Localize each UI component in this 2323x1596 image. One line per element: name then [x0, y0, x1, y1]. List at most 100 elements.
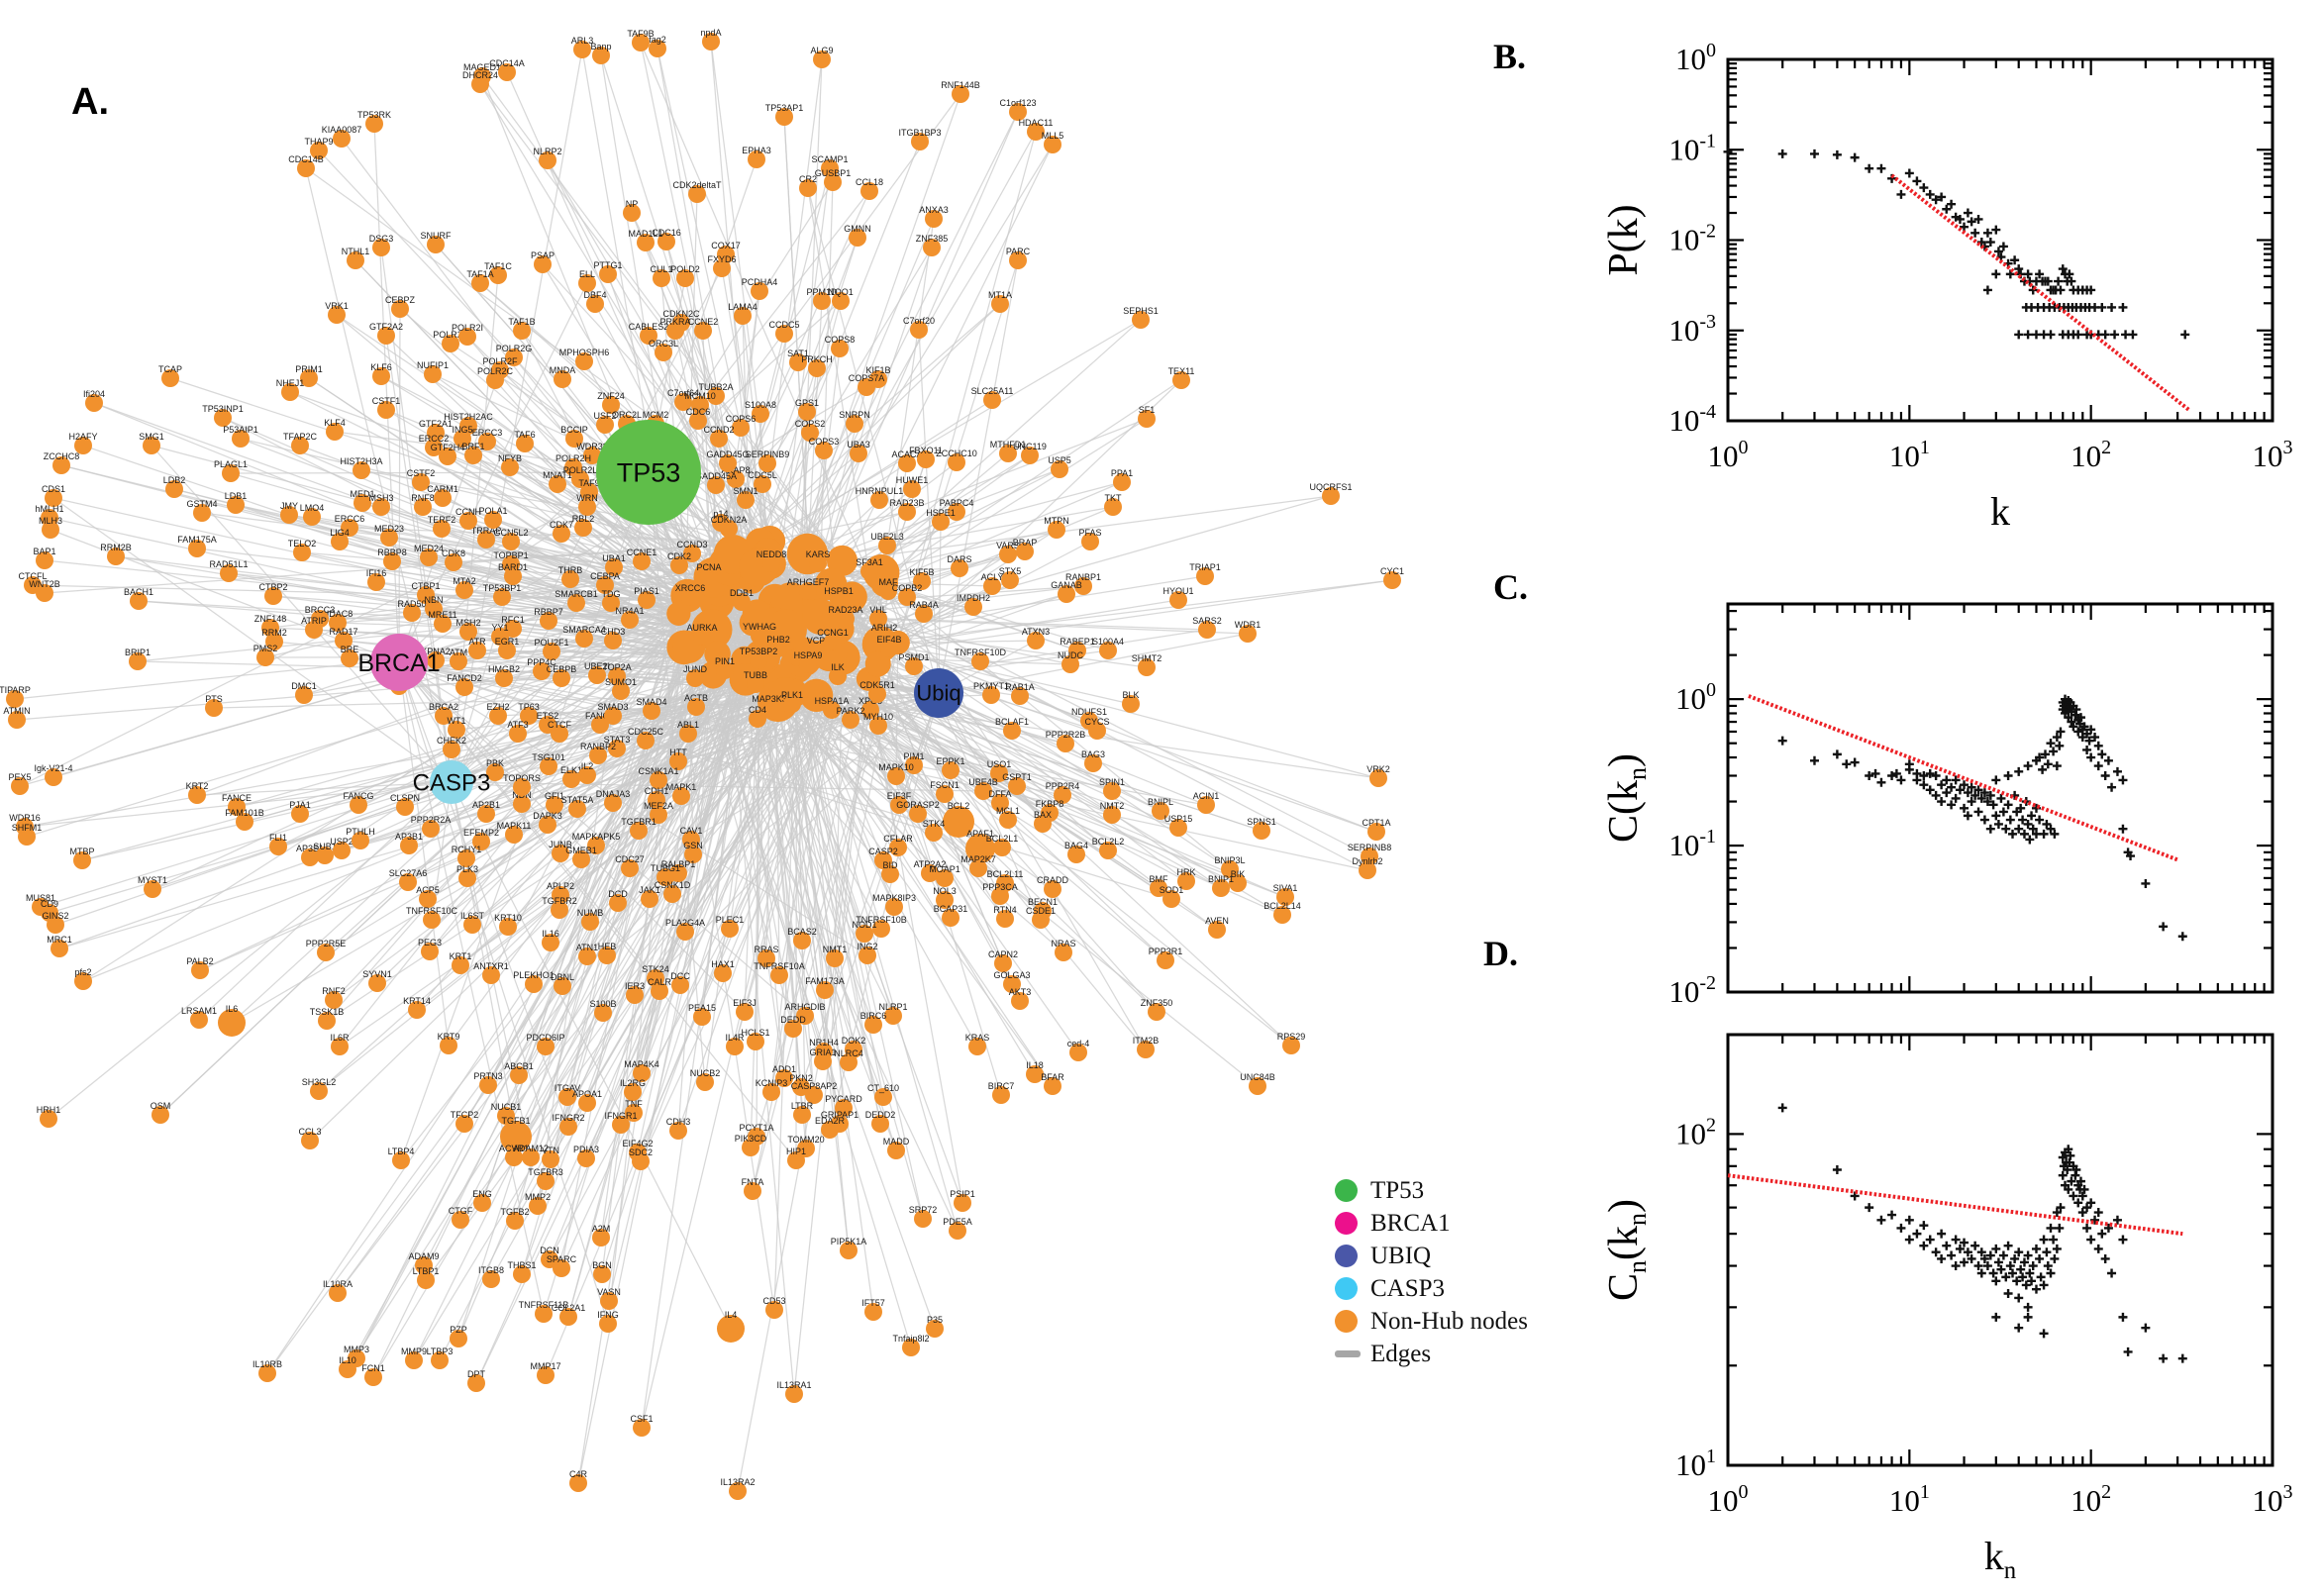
- network-node: [593, 1265, 611, 1283]
- data-point: [1947, 782, 1957, 792]
- network-node: [513, 795, 531, 813]
- network-node-label: COX17: [711, 241, 741, 250]
- network-node-label: BAP1: [33, 547, 55, 556]
- network-edge: [231, 692, 795, 1024]
- network-edge: [398, 661, 545, 1315]
- network-node-label: C7orf64: [667, 388, 699, 398]
- network-node: [1249, 1077, 1266, 1095]
- data-point: [2023, 761, 2033, 771]
- network-node-label: HSPA1A: [815, 696, 850, 706]
- network-node-label: KRT10: [494, 913, 522, 923]
- network-node: [816, 981, 834, 999]
- network-node: [691, 396, 709, 414]
- data-point: [2018, 815, 2028, 825]
- network-node-label: PIK3CD: [735, 1134, 767, 1144]
- network-node-label: KRT9: [438, 1032, 460, 1042]
- network-node: [676, 269, 694, 287]
- network-node-label: PPP4C: [527, 657, 556, 667]
- data-point: [2086, 285, 2096, 295]
- network-node: [707, 476, 725, 494]
- network-node: [425, 439, 443, 456]
- network-node-label: RNF2: [322, 986, 346, 996]
- network-node-label: PMS2: [253, 644, 278, 653]
- network-node: [591, 716, 609, 734]
- network-node-label: BCAS2: [787, 927, 817, 937]
- network-node-label: SUB1: [313, 842, 337, 851]
- network-node: [509, 725, 527, 743]
- network-node: [408, 1001, 426, 1019]
- network-node: [333, 130, 351, 148]
- network-node-label: BGN: [592, 1260, 612, 1270]
- network-node: [505, 826, 523, 844]
- data-point: [1942, 1241, 1952, 1250]
- network-node: [965, 834, 995, 863]
- network-node-label: S100A4: [1092, 637, 1124, 647]
- network-node: [431, 1351, 449, 1369]
- network-node-label: TAF6: [514, 430, 535, 440]
- network-node: [537, 1366, 555, 1384]
- network-node-label: PPP2R5E: [306, 939, 347, 948]
- data-point: [1963, 1247, 1972, 1257]
- network-node-label: GFI1: [545, 791, 564, 801]
- network-node-label: PRKCH: [801, 354, 833, 364]
- network-node: [874, 851, 892, 869]
- network-node-label: ABL1: [677, 720, 699, 730]
- network-node-label: IL6R: [330, 1033, 350, 1043]
- network-node: [911, 133, 929, 150]
- panel-d-label: D.: [1483, 934, 1518, 973]
- network-node: [917, 450, 935, 468]
- data-point: [2025, 1268, 2035, 1278]
- network-node-label: PSIP1: [950, 1189, 975, 1199]
- network-node-label: PSMD1: [898, 652, 929, 662]
- network-node-label: NUCB1: [491, 1102, 522, 1112]
- network-node: [439, 448, 456, 465]
- network-node: [422, 820, 440, 838]
- data-point: [2049, 747, 2059, 756]
- network-node-label: MED24: [414, 544, 444, 553]
- nodes-layer: TP53RKKIAA0087THAP9CDC14BDSG3NTHL1SNURFC…: [0, 28, 1404, 1500]
- network-node: [785, 1385, 803, 1403]
- network-node: [864, 650, 891, 677]
- data-point: [2086, 725, 2096, 735]
- plot-frame: [1726, 602, 2274, 994]
- fit-line: [1890, 173, 2191, 413]
- data-point: [1937, 1229, 1947, 1239]
- network-edge: [561, 647, 685, 987]
- network-node-label: ATF3: [507, 720, 528, 730]
- network-edge: [26, 613, 758, 838]
- network-node: [310, 1082, 328, 1100]
- data-point: [1970, 228, 1980, 238]
- network-node: [621, 859, 639, 877]
- data-point: [2016, 803, 2026, 813]
- network-node: [630, 822, 648, 840]
- network-node-label: AVEN: [1205, 916, 1229, 926]
- network-node-label: PRTN3: [473, 1071, 502, 1081]
- x-tick-label: 101: [1889, 1481, 1930, 1518]
- network-node-label: TOP2A: [602, 662, 631, 672]
- network-node: [887, 1142, 905, 1159]
- network-node-label: TP53BP2: [740, 647, 778, 656]
- network-node-label: GRIPAP1: [821, 1110, 858, 1120]
- data-point: [2039, 829, 2049, 839]
- data-point: [2086, 1198, 2096, 1208]
- network-node-label: WDR16: [9, 813, 41, 823]
- network-node-label: CYCS: [1084, 717, 1109, 727]
- network-node: [454, 430, 471, 448]
- network-node-label: UBE4B: [968, 777, 998, 787]
- network-node-label: PDE5A: [943, 1217, 972, 1227]
- network-node-label: EIF3J: [733, 998, 757, 1008]
- network-node: [577, 1149, 595, 1167]
- data-point: [2093, 741, 2103, 750]
- data-point: [2086, 1235, 2096, 1245]
- network-node-label: RANBP1: [1065, 572, 1101, 582]
- data-point: [2071, 705, 2081, 715]
- data-point: [2069, 722, 2078, 732]
- network-node-label: BCAP31: [934, 904, 968, 914]
- data-point: [2016, 1264, 2026, 1274]
- network-node-label: RPS29: [1277, 1032, 1306, 1042]
- network-node-label: PEG3: [418, 938, 442, 948]
- network-edge: [677, 613, 936, 1330]
- network-node-label: ARHGEF7: [787, 577, 830, 587]
- network-node-label: BAG4: [1064, 841, 1088, 850]
- data-point: [2031, 1244, 2041, 1253]
